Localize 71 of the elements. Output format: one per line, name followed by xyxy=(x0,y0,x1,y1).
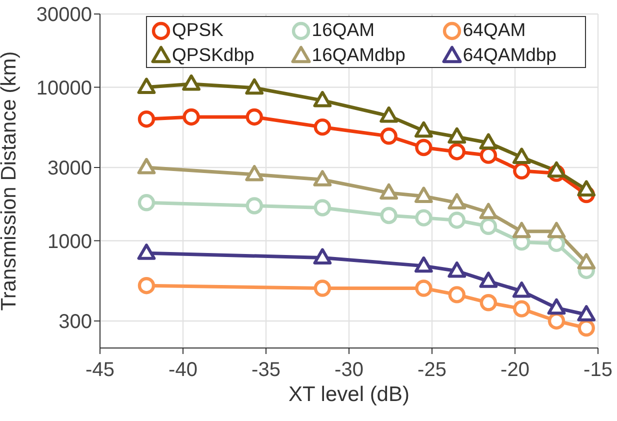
point xyxy=(448,143,466,160)
point xyxy=(448,193,466,210)
point xyxy=(448,127,466,144)
point xyxy=(182,108,200,126)
x-tick-label: -30 xyxy=(334,359,364,382)
x-tick-label: -35 xyxy=(252,359,280,382)
x-tick-label: -15 xyxy=(584,359,612,382)
point xyxy=(480,294,498,312)
y-axis-title: Transmission Distance (km) xyxy=(0,51,20,311)
point xyxy=(314,118,332,136)
point xyxy=(577,180,596,196)
legend-label: QPSK xyxy=(172,18,224,42)
y-tick-label: 3000 xyxy=(48,158,92,180)
point xyxy=(380,206,398,224)
point xyxy=(448,286,466,304)
x-tick-label: -40 xyxy=(168,359,198,382)
point xyxy=(512,222,531,238)
x-tick-label: -20 xyxy=(500,359,530,382)
point xyxy=(246,108,263,126)
point xyxy=(137,244,156,260)
point xyxy=(313,170,332,186)
point xyxy=(513,300,530,318)
point xyxy=(448,261,466,278)
point xyxy=(314,280,332,297)
point xyxy=(512,148,531,164)
point xyxy=(313,248,332,264)
point xyxy=(480,218,498,235)
point xyxy=(415,209,432,226)
point xyxy=(137,158,156,174)
point xyxy=(380,128,398,145)
legend-label: 16QAM xyxy=(312,18,374,42)
legend-label: QPSKdbp xyxy=(172,43,254,67)
point xyxy=(547,161,566,178)
point xyxy=(415,280,432,297)
point xyxy=(313,90,332,108)
point xyxy=(448,212,466,229)
point xyxy=(138,277,156,294)
point xyxy=(513,162,530,180)
point xyxy=(414,186,433,203)
point xyxy=(314,199,332,216)
point xyxy=(577,253,596,270)
legend-label: 64QAM xyxy=(462,18,526,42)
x-axis-title: XT level (dB) xyxy=(288,383,410,406)
point xyxy=(414,121,433,138)
point xyxy=(479,133,498,150)
point xyxy=(138,194,156,212)
x-tick-label: -25 xyxy=(418,359,446,382)
point xyxy=(245,164,264,182)
point xyxy=(182,74,200,91)
point xyxy=(246,197,263,214)
y-tick-label: 300 xyxy=(58,311,92,334)
y-tick-label: 10000 xyxy=(36,77,92,100)
point xyxy=(479,202,498,220)
legend-label: 64QAMdbp xyxy=(462,43,556,67)
point xyxy=(380,183,398,200)
point xyxy=(547,298,566,315)
x-tick-label: -45 xyxy=(86,359,114,382)
point xyxy=(138,110,156,128)
point xyxy=(137,78,156,94)
point xyxy=(415,138,432,156)
y-tick-label: 30000 xyxy=(36,4,92,26)
point xyxy=(577,305,596,322)
legend-label: 16QAMdbp xyxy=(312,43,406,67)
point xyxy=(245,78,264,95)
point xyxy=(512,281,531,298)
point xyxy=(578,319,595,337)
y-tick-label: 1000 xyxy=(48,230,92,253)
point xyxy=(479,272,498,288)
point xyxy=(547,222,566,238)
point xyxy=(414,256,433,273)
point xyxy=(380,106,398,123)
